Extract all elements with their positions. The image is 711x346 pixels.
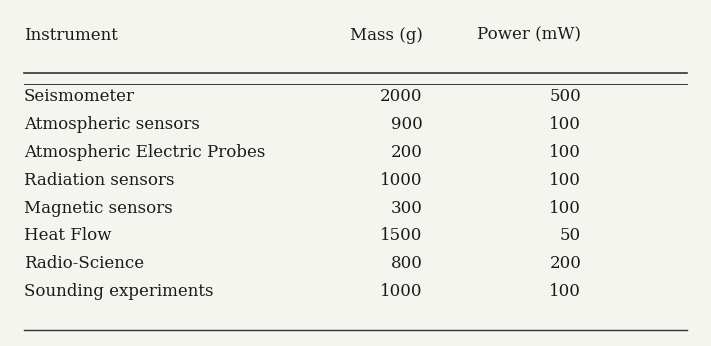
Text: 300: 300: [390, 200, 422, 217]
Text: Seismometer: Seismometer: [24, 88, 135, 105]
Text: 200: 200: [550, 255, 581, 272]
Text: 500: 500: [550, 88, 581, 105]
Text: 900: 900: [391, 116, 422, 133]
Text: 100: 100: [550, 200, 581, 217]
Text: 100: 100: [550, 144, 581, 161]
Text: Mass (g): Mass (g): [350, 27, 422, 44]
Text: Magnetic sensors: Magnetic sensors: [24, 200, 173, 217]
Text: Radio-Science: Radio-Science: [24, 255, 144, 272]
Text: 1000: 1000: [380, 283, 422, 300]
Text: 2000: 2000: [380, 88, 422, 105]
Text: Radiation sensors: Radiation sensors: [24, 172, 174, 189]
Text: Sounding experiments: Sounding experiments: [24, 283, 213, 300]
Text: Heat Flow: Heat Flow: [24, 227, 112, 245]
Text: 100: 100: [550, 116, 581, 133]
Text: 100: 100: [550, 283, 581, 300]
Text: 100: 100: [550, 172, 581, 189]
Text: Atmospheric Electric Probes: Atmospheric Electric Probes: [24, 144, 265, 161]
Text: 800: 800: [390, 255, 422, 272]
Text: 50: 50: [560, 227, 581, 245]
Text: Atmospheric sensors: Atmospheric sensors: [24, 116, 200, 133]
Text: Instrument: Instrument: [24, 27, 118, 44]
Text: 1500: 1500: [380, 227, 422, 245]
Text: 1000: 1000: [380, 172, 422, 189]
Text: Power (mW): Power (mW): [477, 27, 581, 44]
Text: 200: 200: [390, 144, 422, 161]
